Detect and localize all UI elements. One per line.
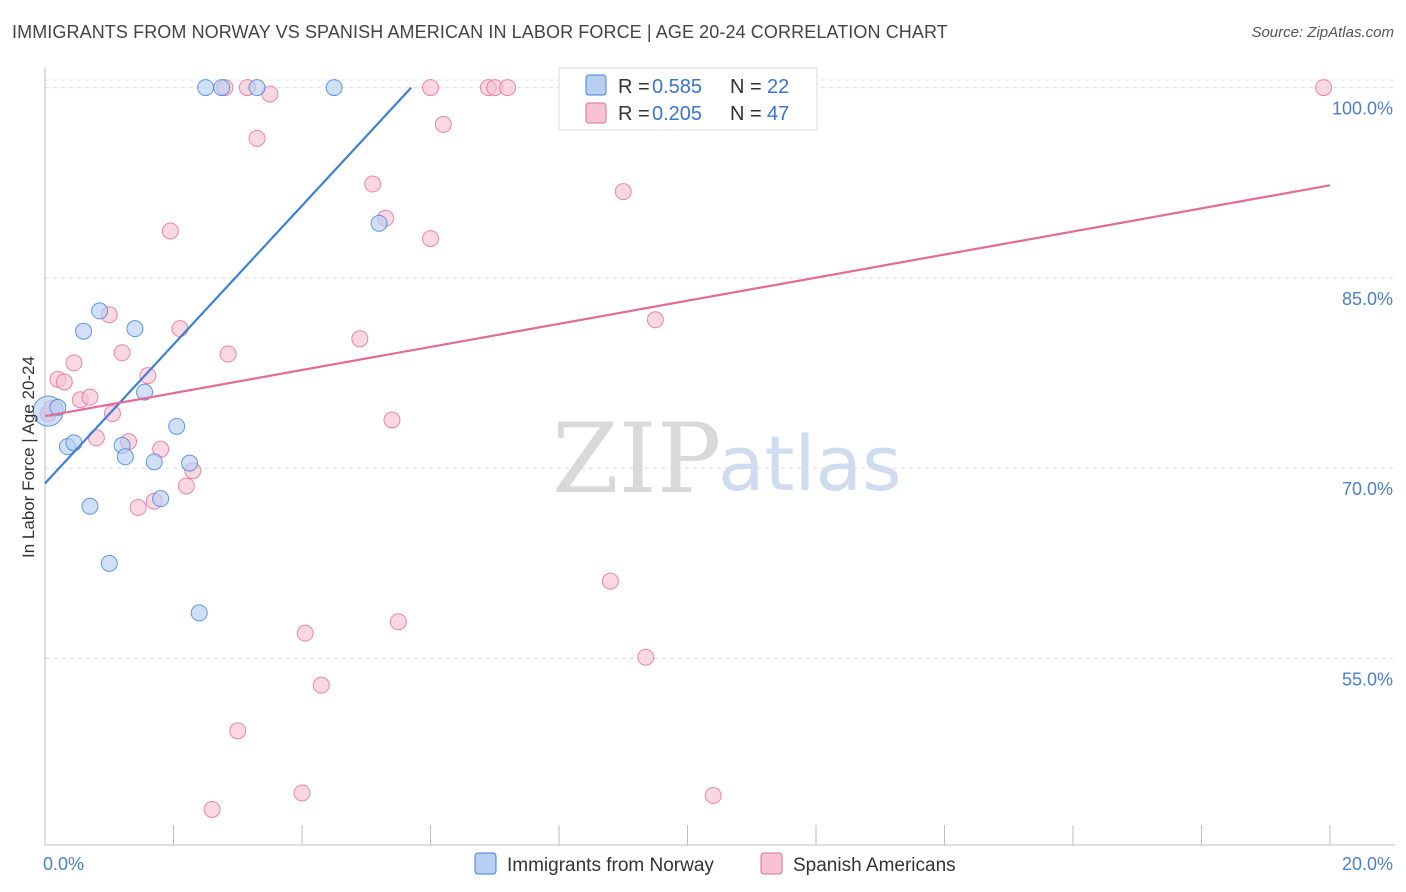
point-spanish — [229, 722, 247, 740]
point-spanish — [55, 373, 73, 391]
legend-n-value-norway: 22 — [767, 76, 789, 98]
point-norway — [91, 302, 109, 320]
point-spanish — [704, 787, 722, 805]
point-spanish — [351, 330, 369, 348]
legend-n-value-spanish: 47 — [767, 103, 789, 125]
point-spanish — [422, 230, 439, 248]
point-spanish — [293, 784, 311, 802]
bottom-legend-label-norway: Immigrants from Norway — [507, 855, 714, 876]
point-spanish — [434, 115, 452, 133]
point-spanish — [637, 648, 655, 666]
point-spanish — [646, 311, 664, 329]
point-norway — [100, 554, 118, 572]
trend-line-norway — [44, 86, 413, 485]
bottom-legend: Immigrants from Norway Spanish Americans — [474, 852, 956, 876]
data-points — [32, 79, 1333, 818]
trend-line-spanish — [44, 184, 1331, 418]
legend-swatch-norway — [585, 74, 607, 96]
point-spanish — [103, 405, 121, 423]
bottom-legend-swatch-norway — [474, 852, 497, 875]
watermark: ZIP atlas — [552, 403, 902, 515]
tick-labels: 55.0% 70.0% 85.0% 100.0% 0.0% 20.0% — [43, 99, 1393, 874]
y-tick-label: 55.0% — [1342, 670, 1393, 690]
point-spanish — [65, 354, 83, 372]
point-spanish — [499, 79, 517, 97]
point-spanish — [161, 222, 179, 240]
point-spanish — [113, 344, 131, 362]
point-norway — [248, 79, 266, 97]
y-tick-label: 85.0% — [1342, 289, 1393, 309]
point-norway — [152, 490, 170, 508]
point-spanish — [422, 79, 439, 97]
x-tick-label: 20.0% — [1342, 854, 1393, 874]
point-spanish — [296, 624, 314, 642]
point-norway — [197, 79, 215, 97]
y-tick-label: 100.0% — [1332, 99, 1393, 119]
watermark-zip: ZIP — [552, 403, 721, 515]
point-spanish — [614, 183, 632, 201]
bottom-legend-label-spanish: Spanish Americans — [793, 855, 956, 876]
legend-r-label: R = — [618, 76, 650, 98]
point-spanish — [364, 175, 382, 193]
x-tick-label: 0.0% — [43, 854, 84, 874]
watermark-atlas: atlas — [718, 419, 902, 508]
y-axis-label: In Labor Force | Age 20-24 — [19, 356, 38, 558]
point-spanish — [171, 320, 189, 338]
point-spanish — [81, 388, 99, 406]
point-norway — [190, 604, 208, 622]
point-norway — [325, 79, 343, 97]
point-norway — [126, 320, 144, 338]
legend-swatch-spanish — [585, 102, 607, 124]
point-norway — [65, 434, 83, 452]
source-label: Source: ZipAtlas.com — [1251, 24, 1394, 41]
point-norway — [116, 448, 134, 466]
point-norway — [213, 79, 231, 97]
grid-lines — [45, 79, 1395, 660]
legend-r-label: R = — [618, 103, 650, 125]
point-norway — [181, 454, 199, 472]
point-spanish — [219, 345, 237, 363]
point-norway — [75, 322, 93, 340]
y-tick-label: 70.0% — [1342, 479, 1393, 499]
point-norway — [81, 497, 99, 515]
legend: R = 0.585 N = 22 R = 0.205 N = 47 — [558, 67, 818, 131]
point-spanish — [87, 429, 105, 447]
point-spanish — [177, 477, 195, 495]
point-spanish — [601, 572, 619, 590]
point-spanish — [312, 676, 330, 694]
point-spanish — [383, 411, 401, 429]
chart-title: IMMIGRANTS FROM NORWAY VS SPANISH AMERIC… — [12, 22, 948, 42]
legend-n-label: N = — [730, 76, 762, 98]
point-spanish — [129, 499, 147, 517]
point-spanish — [1315, 79, 1333, 97]
point-norway — [145, 453, 163, 471]
point-norway — [168, 417, 186, 435]
point-norway — [370, 214, 388, 232]
legend-n-label: N = — [730, 103, 762, 125]
point-norway — [49, 398, 67, 416]
bottom-legend-swatch-spanish — [760, 852, 783, 875]
axes — [44, 68, 1395, 846]
legend-r-value-norway: 0.585 — [652, 76, 702, 98]
legend-r-value-spanish: 0.205 — [652, 103, 702, 125]
point-spanish — [139, 367, 157, 385]
point-spanish — [389, 613, 407, 631]
point-spanish — [203, 800, 221, 818]
point-spanish — [248, 129, 266, 147]
trend-lines — [44, 86, 1331, 485]
point-norway — [136, 383, 154, 401]
